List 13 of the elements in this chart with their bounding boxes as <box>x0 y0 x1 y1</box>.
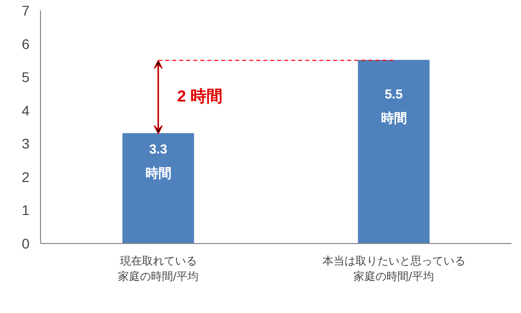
annotation: 2 時間 <box>177 88 222 106</box>
x-tick-label: 本当は取りたいと思っている家庭の時間/平均 <box>322 254 466 284</box>
y-tick-label: 7 <box>22 2 30 18</box>
y-tick-label: 1 <box>22 202 30 218</box>
y-tick-label: 0 <box>22 236 30 252</box>
y-tick-label: 4 <box>22 102 30 118</box>
y-tick-label: 3 <box>22 136 30 152</box>
data-label: 5.5 時間 <box>380 86 407 126</box>
x-tick-label: 現在取れている家庭の時間/平均 <box>118 254 199 284</box>
y-tick-label: 5 <box>22 69 30 86</box>
y-tick-label: 6 <box>22 36 30 52</box>
data-label: 3.3 時間 <box>145 142 172 181</box>
y-tick-label: 2 <box>22 168 30 185</box>
